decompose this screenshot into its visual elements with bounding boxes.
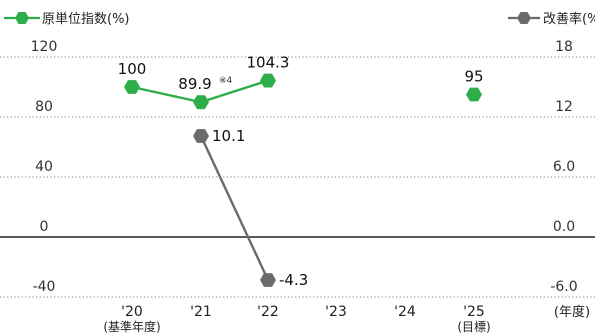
series-layer: 100 89.9 ※4 104.3 95 10.1 -4.3: [118, 54, 484, 289]
target-label-index: 95: [464, 68, 483, 86]
data-point-improvement: [193, 129, 209, 143]
right-tick-label: 0.0: [553, 219, 575, 235]
data-point-index: [260, 73, 276, 88]
legend-marker-index: [15, 11, 29, 25]
right-tick-label: 12: [555, 99, 573, 115]
x-tick-label: '22: [257, 304, 279, 320]
left-axis-label: 原単位指数(%): [42, 11, 130, 27]
x-tick-label: '24: [394, 304, 416, 320]
data-point-index: [193, 95, 209, 110]
grid: [0, 56, 595, 298]
x-tick-label: '20: [121, 304, 143, 320]
target-point-index: [466, 87, 482, 102]
data-point-index: [124, 80, 140, 94]
data-point-improvement: [260, 273, 276, 287]
axes: 120 18 80 12 40 6.0 0 0.0 -40 -6.0 '20(基準年度) '21 '22…: [31, 39, 590, 334]
left-tick-label: 120: [31, 39, 58, 55]
right-axis-label: 改善率(%): [543, 11, 595, 27]
right-tick-label: 6.0: [553, 159, 575, 175]
data-label-improvement: 10.1: [212, 127, 245, 145]
x-tick-label: '21: [190, 304, 212, 320]
left-tick-label: 80: [35, 99, 53, 115]
series-line-improvement: [199, 135, 270, 281]
left-tick-label: 40: [35, 159, 53, 175]
x-axis-unit: (年度): [554, 304, 590, 320]
right-tick-label: -6.0: [550, 279, 577, 295]
x-tick-sublabel: (目標): [457, 320, 490, 334]
x-tick-label: '25: [463, 304, 485, 320]
left-tick-label: 0: [40, 219, 49, 235]
data-label-index: 100: [118, 60, 147, 78]
right-tick-label: 18: [555, 39, 573, 55]
left-tick-label: -40: [33, 279, 56, 295]
data-label-index: 89.9: [178, 75, 211, 93]
data-label-index: 104.3: [247, 54, 290, 72]
data-label-improvement: -4.3: [279, 271, 308, 289]
x-tick-label: '23: [325, 304, 347, 320]
legend: 原単位指数(%) 改善率(%): [4, 11, 595, 27]
legend-marker-improvement: [517, 11, 531, 25]
x-tick-sublabel: (基準年度): [103, 319, 160, 334]
data-label-note: ※4: [219, 76, 233, 86]
